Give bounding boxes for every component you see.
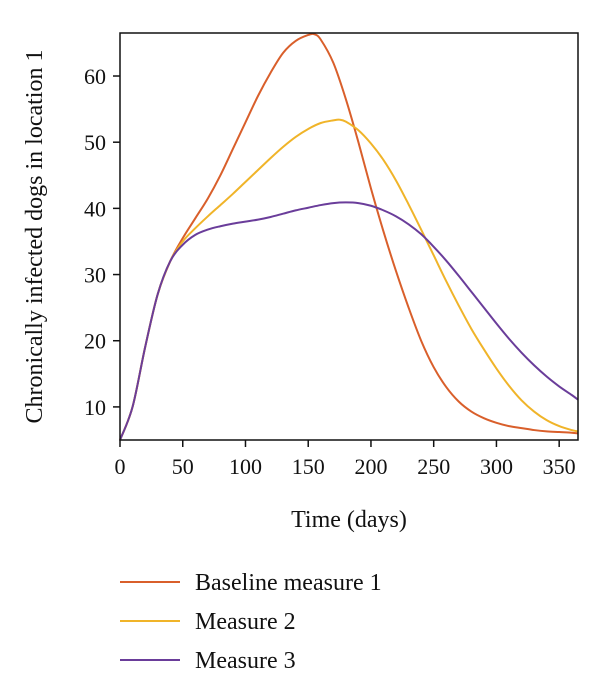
y-tick-label: 20 — [84, 329, 106, 354]
legend: Baseline measure 1 Measure 2 Measure 3 — [120, 570, 382, 674]
series-lines — [119, 32, 579, 441]
y-tick-label: 40 — [84, 196, 106, 221]
legend-label-1: Baseline measure 1 — [195, 570, 382, 596]
series-line-3 — [119, 201, 579, 441]
x-tick-label: 350 — [543, 454, 576, 479]
axis-ticks: 0 50 100 150 200 250 300 350 10 20 30 40 50 60 — [84, 64, 576, 479]
plot-frame — [119, 32, 579, 441]
series-line-2 — [119, 118, 579, 441]
y-tick-label: 60 — [84, 64, 106, 89]
x-tick-label: 150 — [292, 454, 325, 479]
y-tick-label: 30 — [84, 263, 106, 288]
series-line-1 — [119, 32, 579, 441]
y-axis-label: Chronically infected dogs in location 1 — [22, 50, 48, 424]
x-axis-label: Time (days) — [291, 507, 407, 533]
x-tick-label: 300 — [480, 454, 513, 479]
x-tick-label: 100 — [229, 454, 262, 479]
x-tick-label: 0 — [115, 454, 126, 479]
x-tick-label: 200 — [354, 454, 387, 479]
x-tick-label: 250 — [417, 454, 450, 479]
y-tick-label: 10 — [84, 395, 106, 420]
legend-label-2: Measure 2 — [195, 609, 296, 635]
y-tick-label: 50 — [84, 130, 106, 155]
legend-label-3: Measure 3 — [195, 648, 296, 674]
x-tick-label: 50 — [172, 454, 194, 479]
